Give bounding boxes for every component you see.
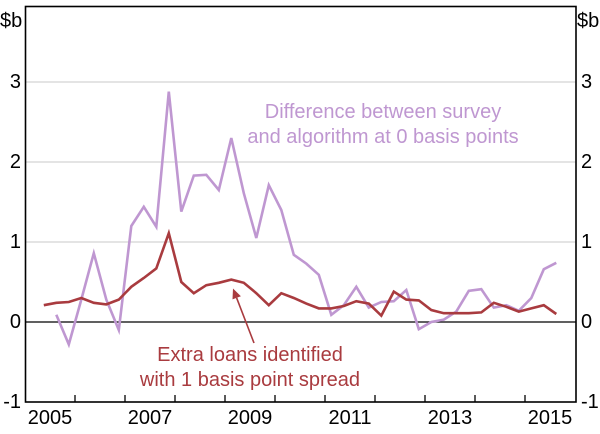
annotation-line: Extra loans identified [157, 344, 343, 366]
y-tick-label-left: 1 [9, 231, 21, 253]
x-tick-label: 2013 [427, 407, 473, 429]
y-tick-label-right: 2 [581, 151, 593, 173]
annotation-arrowhead [232, 288, 241, 300]
y-tick-label-left: 0 [9, 311, 21, 333]
line-series-survey-difference [55, 91, 557, 349]
y-tick-label-right: 1 [581, 231, 593, 253]
x-tick-label: 2007 [127, 407, 173, 429]
annotation-line: and algorithm at 0 basis points [247, 126, 519, 148]
y-tick-label-right: 0 [581, 311, 593, 333]
annotation-line: with 1 basis point spread [139, 369, 361, 391]
annotation-arrow [235, 297, 255, 344]
y-tick-label-left: 2 [9, 151, 21, 173]
y-tick-label-left: -1 [3, 391, 21, 413]
annotation-line: Difference between survey [264, 101, 502, 123]
y-tick-label-right: 3 [581, 71, 593, 93]
y-axis-unit-left: $b [0, 10, 23, 32]
y-tick-label-right: -1 [581, 391, 599, 413]
line-series-extra-loans [43, 228, 558, 318]
x-tick-label: 2005 [27, 407, 73, 429]
annotation-survey-difference: Difference between survey and algorithm … [222, 100, 544, 150]
annotation-extra-loans: Extra loans identified with 1 basis poin… [119, 343, 381, 393]
x-tick-label: 2015 [527, 407, 573, 429]
chart-border [24, 5, 577, 403]
y-tick-label-left: 3 [9, 71, 21, 93]
x-tick-label: 2009 [227, 407, 273, 429]
x-tick-label: 2011 [328, 407, 372, 429]
y-axis-unit-right: $b [577, 10, 600, 32]
